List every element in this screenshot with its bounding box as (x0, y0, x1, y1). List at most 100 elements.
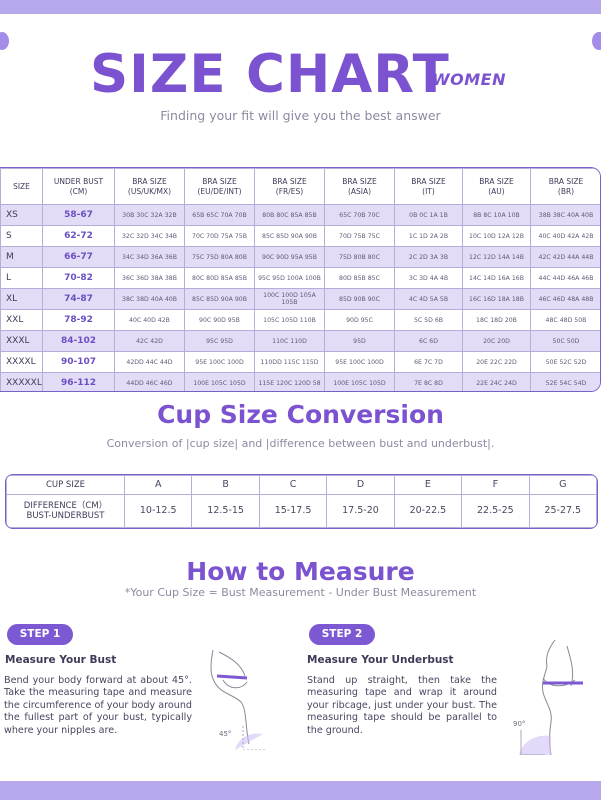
cell-under-bust: 70-82 (42, 267, 115, 289)
cell-it: 4C 4D 5A 5B (394, 288, 463, 310)
cell-fr: 110C 110D (254, 330, 325, 352)
difference-cell: 15-17.5 (258, 493, 328, 528)
size-table-header-row: SIZE UNDER BUST (CM) BRA SIZE (US/UK/MX)… (0, 168, 600, 205)
cup-section-subtitle: Conversion of |cup size| and |difference… (106, 437, 495, 450)
cell-under-bust: 74-87 (42, 288, 115, 310)
step2-badge: STEP 2 (309, 624, 375, 645)
cell-size: M (0, 246, 43, 268)
header-br: BRA SIZE (BR) (530, 168, 600, 205)
step1-text: Bend your body forward at about 45°. Tak… (4, 675, 192, 736)
header-asia: BRA SIZE (ASIA) (324, 168, 395, 205)
cell-us: 30B 30C 32A 32B (114, 204, 185, 226)
step1-angle-label: 45° (219, 730, 232, 738)
cup-size-cell: G (528, 475, 597, 495)
page-subtitle: Finding your fit will give you the best … (160, 108, 441, 123)
cup-size-cell: D (326, 475, 395, 495)
top-band (0, 0, 601, 14)
cup-size-label: CUP SIZE (6, 475, 125, 495)
difference-cell: 17.5-20 (326, 493, 395, 528)
cell-eu: 95E 100C 100D (184, 351, 255, 373)
cell-it: 6C 6D (394, 330, 463, 352)
cell-asia: 90D 95C (324, 309, 395, 331)
cell-size: L (0, 267, 43, 289)
cell-it: 6E 7C 7D (394, 351, 463, 373)
cell-size: XL (0, 288, 43, 310)
cell-br: 52E 54C 54D (530, 372, 600, 391)
cell-au: 8B 8C 10A 10B (462, 204, 531, 226)
cell-size: XXXXXL (0, 372, 43, 391)
header-eu: BRA SIZE (EU/DE/INT) (184, 168, 255, 205)
cell-eu: 75C 75D 80A 80B (184, 246, 255, 268)
difference-cell: 10-12.5 (123, 493, 193, 528)
decor-dot-left (0, 32, 9, 50)
difference-cell: 12.5-15 (191, 493, 260, 528)
cell-asia: 65C 70B 70C (324, 204, 395, 226)
cell-asia: 100E 105C 105D (324, 372, 395, 391)
cell-asia: 80D 85B 85C (324, 267, 395, 289)
page-title: SIZE CHART (90, 44, 450, 105)
size-row: XS 58-67 30B 30C 32A 32B 65B 65C 70A 70B 80B… (0, 204, 600, 226)
cell-eu: 95C 95D (184, 330, 255, 352)
header-size: SIZE (0, 168, 43, 205)
cell-au: 12C 12D 14A 14B (462, 246, 531, 268)
cell-au: 18C 18D 20B (462, 309, 531, 331)
cell-fr: 80B 80C 85A 85B (254, 204, 325, 226)
cup-size-cell: F (461, 475, 530, 495)
cell-br: 42C 42D 44A 44B (530, 246, 600, 268)
cell-us: 36C 36D 38A 38B (114, 267, 185, 289)
cell-us: 44DD 46C 46D (114, 372, 185, 391)
cell-br: 40C 40D 42A 42B (530, 225, 600, 247)
cell-eu: 90C 90D 95B (184, 309, 255, 331)
cell-au: 16C 16D 18A 18B (462, 288, 531, 310)
difference-cell: 25-27.5 (528, 493, 597, 528)
step1-heading: Measure Your Bust (5, 654, 117, 666)
size-row: M 66-77 34C 34D 36A 36B 75C 75D 80A 80B 90C … (0, 246, 600, 268)
cell-eu: 65B 65C 70A 70B (184, 204, 255, 226)
women-label: WOMEN (432, 70, 506, 89)
cell-fr: 115E 120C 120D 58 (254, 372, 325, 391)
cell-it: 5C 5D 6B (394, 309, 463, 331)
cell-eu: 70C 70D 75A 75B (184, 225, 255, 247)
cell-br: 50C 50D (530, 330, 600, 352)
cell-br: 38B 38C 40A 40B (530, 204, 600, 226)
cell-us: 38C 38D 40A 40B (114, 288, 185, 310)
cell-br: 48C 48D 50B (530, 309, 600, 331)
cup-section-title: Cup Size Conversion (157, 400, 444, 429)
cell-us: 42DD 44C 44D (114, 351, 185, 373)
cell-eu: 100E 105C 105D (184, 372, 255, 391)
cell-under-bust: 78-92 (42, 309, 115, 331)
cell-fr: 85C 85D 90A 90B (254, 225, 325, 247)
cell-it: 7E 8C 8D (394, 372, 463, 391)
how-section-subtitle: *Your Cup Size = Bust Measurement - Unde… (124, 586, 477, 599)
cell-size: XXL (0, 309, 43, 331)
cell-us: 32C 32D 34C 34B (114, 225, 185, 247)
cell-under-bust: 62-72 (42, 225, 115, 247)
cell-under-bust: 58-67 (42, 204, 115, 226)
size-row: XXXL 84-102 42C 42D 95C 95D 110C 110D 95D 6C 6… (0, 330, 600, 352)
cup-size-cell: A (123, 475, 193, 495)
size-row: XXL 78-92 40C 40D 42B 90C 90D 95B 105C 105D … (0, 309, 600, 331)
header-under-bust: UNDER BUST (CM) (42, 168, 115, 205)
cell-size: S (0, 225, 43, 247)
cell-it: 0B 0C 1A 1B (394, 204, 463, 226)
header-au: BRA SIZE (AU) (462, 168, 531, 205)
cell-it: 2C 2D 3A 3B (394, 246, 463, 268)
size-table: SIZE UNDER BUST (CM) BRA SIZE (US/UK/MX)… (0, 167, 601, 392)
cell-it: 3C 3D 4A 4B (394, 267, 463, 289)
cell-fr: 95C 95D 100A 100B (254, 267, 325, 289)
cell-fr: 100C 100D 105A 105B (254, 288, 325, 310)
step2-text: Stand up straight, then take the measuri… (307, 675, 497, 736)
header-it: BRA SIZE (IT) (394, 168, 463, 205)
step1-badge: STEP 1 (7, 624, 73, 645)
cell-asia: 85D 90B 90C (324, 288, 395, 310)
cell-br: 50E 52C 52D (530, 351, 600, 373)
bottom-band (0, 781, 601, 800)
header-us: BRA SIZE (US/UK/MX) (114, 168, 185, 205)
cell-it: 1C 1D 2A 2B (394, 225, 463, 247)
cell-us: 34C 34D 36A 36B (114, 246, 185, 268)
size-row: XL 74-87 38C 38D 40A 40B 85C 85D 90A 90B 100… (0, 288, 600, 310)
cell-size: XXXXL (0, 351, 43, 373)
cup-difference-row: DIFFERENCE（CM） BUST-UNDERBUST 10-12.5 12.… (6, 493, 597, 528)
